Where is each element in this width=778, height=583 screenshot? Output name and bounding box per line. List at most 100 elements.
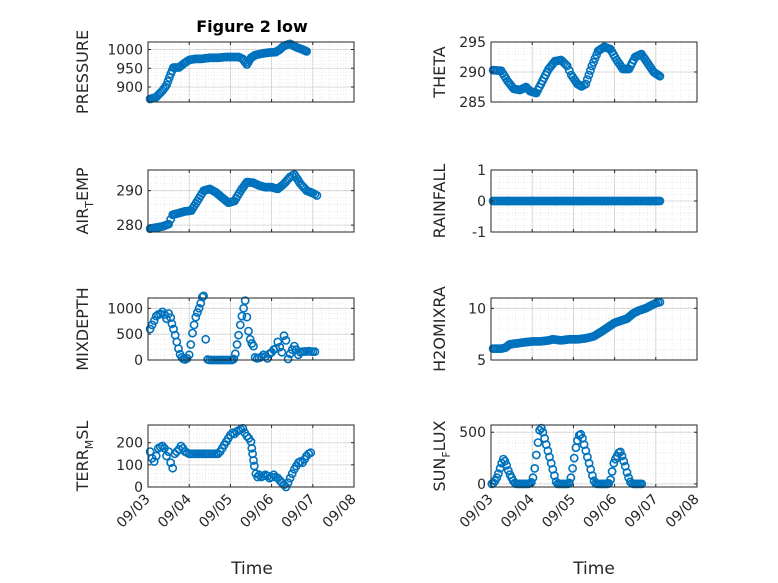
figure-title: Figure 2 low [196,17,308,36]
data-point [503,466,513,475]
y-tick-label: 950 [116,61,143,77]
data-point [267,472,276,482]
data-point [306,448,316,458]
data-point [162,451,171,461]
data-point [242,312,252,322]
data-point [500,456,510,466]
y-axis-label: PRESSURE [73,30,92,114]
data-point [277,347,287,357]
y-tick-label: 0 [134,353,143,369]
y-tick-label: 200 [116,436,143,452]
x-tick-label: 09/05 [196,491,236,531]
data-point [166,313,176,322]
y-tick-label: 280 [116,218,143,234]
data-point [619,456,629,466]
data-point [194,303,204,313]
data-point [234,330,243,340]
data-point [191,312,201,322]
x-tick-label: 09/06 [580,491,620,531]
data-point [576,429,586,439]
data-point [240,296,250,305]
data-point [242,431,252,441]
data-series [488,196,665,206]
data-point [530,463,540,473]
x-tick-label: 09/04 [498,491,538,531]
axes-box [490,297,698,361]
data-point [502,460,512,470]
data-point [199,291,208,301]
y-axis-label: AIRTEMP [73,167,96,234]
data-point [164,219,173,229]
data-point [237,311,247,321]
y-tick-label: 295 [459,35,486,51]
data-point [186,340,196,349]
data-point [263,471,272,481]
data-point [312,191,322,200]
y-label-main: SUN [430,458,449,492]
y-axis-label: TERRMSL [73,421,96,493]
data-point [151,451,161,461]
y-tick-label: -1 [472,225,486,241]
x-tick-label: 09/06 [237,491,277,531]
x-tick-label: 09/05 [539,491,579,531]
y-label-rest: EMP [73,167,92,201]
data-point [244,326,253,336]
data-point [192,308,202,317]
data-point [239,303,248,313]
data-series [145,39,311,104]
data-point [168,463,178,473]
subplot-3: 280 290 AIRTEMP [73,167,355,235]
data-point [569,453,579,463]
y-axis-label: H2OMIXRA [430,286,449,372]
subplot-1: 900 950 1000 PRESSURE [73,30,355,114]
data-point [533,438,543,447]
y-axis-label: THETA [430,46,449,98]
data-point [197,292,207,302]
data-point [588,471,597,480]
y-tick-label: 1000 [107,301,143,317]
y-label-rest: SL [73,421,92,440]
data-point [492,473,502,483]
axes-box [147,297,355,361]
data-point [586,66,595,75]
data-point [622,468,632,477]
data-series [488,42,665,98]
subplot-4: -1 0 1 RAINFALL [430,163,698,241]
data-point [281,335,291,345]
x-tick-label: 09/03 [457,491,497,531]
y-tick-label: 290 [459,65,486,81]
y-tick-label: 10 [468,301,486,317]
data-point [149,457,159,466]
y-tick-label: 500 [116,327,143,343]
data-point [568,463,577,473]
data-point [213,449,223,459]
y-label-rest: LUX [430,420,449,451]
axes-box [147,41,355,103]
subplot-7: 0 100 200 09/03 09/04 09/05 09/06 09/07 09/08 TER… [73,421,360,532]
x-tick-label: 09/07 [279,491,319,531]
data-point [581,79,591,89]
data-point [527,477,536,487]
x-axis-label-right: Time [572,559,615,579]
data-point [249,341,258,351]
data-point [245,334,255,344]
y-label-subscript: M [83,440,96,450]
y-tick-label: 285 [459,95,486,111]
data-point [283,354,293,364]
y-tick-label: 1000 [107,43,143,59]
data-point [606,475,615,485]
data-point [230,349,240,359]
data-point [655,71,665,81]
data-point [176,441,186,451]
data-point [155,309,165,319]
data-point [285,473,295,483]
data-point [157,441,167,451]
data-point [151,311,161,321]
subplot-6: 5 10 H2OMIXRA [430,286,698,372]
data-point [582,75,592,84]
y-label-subscript: T [83,201,96,209]
y-tick-label: 0 [477,194,486,210]
y-tick-label: 5 [477,353,486,369]
data-point [564,66,574,75]
y-axis-label: MIXDEPTH [73,287,92,370]
